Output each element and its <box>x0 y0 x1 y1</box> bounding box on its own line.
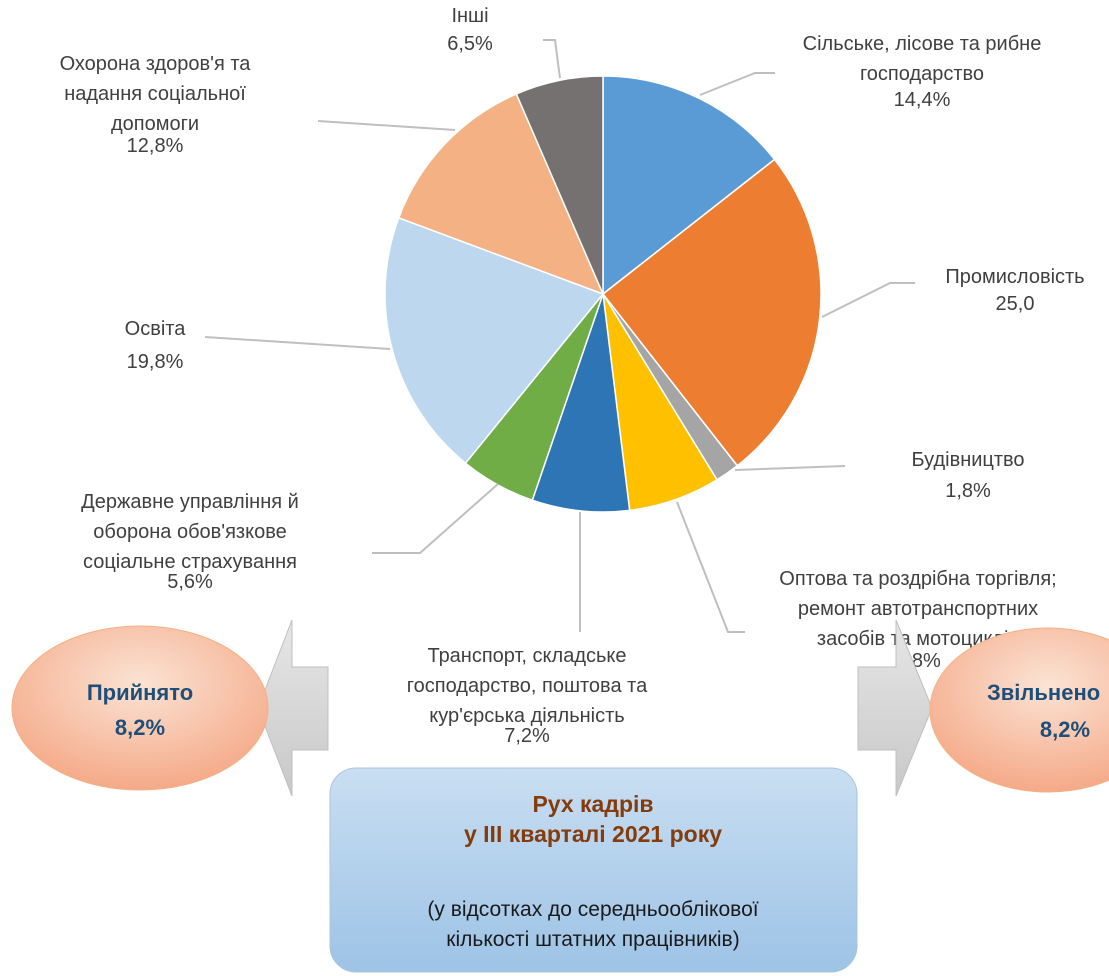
category-label: Оптова та роздрібна торгівля; ремонт авто… <box>779 568 1056 650</box>
text-line: (у відсотках до середньооблікової <box>427 898 758 921</box>
value-label: 1,8% <box>945 480 991 502</box>
text-line: Оптова та роздрібна торгівля; <box>779 568 1056 590</box>
leader-line <box>372 483 499 554</box>
pie-slice <box>384 216 605 465</box>
summary-note: (у відсотках до середньооблікової кількос… <box>427 898 758 951</box>
dismissed-ellipse <box>929 627 1109 793</box>
pie-slice <box>602 75 776 296</box>
value-label: 14,4% <box>894 89 951 111</box>
pie-slice <box>515 75 604 295</box>
text-line: Транспорт, складське <box>427 645 626 667</box>
value-label: 7,2% <box>504 725 550 747</box>
value-label: 19,8% <box>127 351 184 373</box>
text-line: ремонт автотранспортних <box>798 598 1038 620</box>
category-label: Охорона здоров'я та надання соціальної доп… <box>60 53 252 135</box>
category-label: Промисловість <box>945 266 1084 288</box>
leader-line <box>699 72 775 96</box>
pie <box>384 75 822 513</box>
leader-line <box>821 282 915 318</box>
text-line: Охорона здоров'я та <box>60 53 252 75</box>
summary-box <box>329 767 858 973</box>
summary-title: Рух кадрів у III кварталі 2021 року <box>464 791 722 847</box>
category-label: Будівництво <box>911 449 1024 471</box>
text-line: кур'єрська діяльність <box>429 705 624 727</box>
arrow-right <box>857 619 933 797</box>
category-label: Сільське, лісове та рибне господарство <box>803 33 1042 85</box>
text-line: Рух кадрів <box>532 791 653 817</box>
text-line: оборона обов'язкове <box>93 521 286 543</box>
dismissed-value: 8,2% <box>1040 717 1090 742</box>
text-line: надання соціальної <box>64 83 246 105</box>
text-line: засобів та мотоциклів <box>817 628 1019 650</box>
text-line: допомоги <box>111 113 199 135</box>
text-line: у III кварталі 2021 року <box>464 821 722 847</box>
leader-line <box>543 39 561 79</box>
text-line: Сільське, лісове та рибне <box>803 33 1042 55</box>
leader-line <box>676 501 745 633</box>
pie-slice <box>601 158 822 467</box>
category-label: Освіта <box>125 318 187 340</box>
text-line: Державне управління й <box>81 491 299 513</box>
leader-line <box>317 120 456 131</box>
hired-ellipse <box>11 625 269 791</box>
text-line: господарство <box>860 63 984 85</box>
pie-slice <box>397 92 605 296</box>
text-line: кількості штатних працівників) <box>446 928 739 951</box>
arrow-left <box>257 619 329 797</box>
leader-line <box>734 465 846 471</box>
category-label: Інші <box>451 5 488 27</box>
pie-slice <box>531 293 631 513</box>
value-label: 5,6% <box>167 571 213 593</box>
value-label: 6,5% <box>447 33 493 55</box>
category-label: Транспорт, складське господарство, поштов… <box>407 645 648 727</box>
text-line: соціальне страхування <box>83 551 297 573</box>
value-label: 25,0 <box>996 293 1035 315</box>
leader-line <box>204 336 391 350</box>
hired-label: Прийнято <box>87 680 193 705</box>
hired-value: 8,2% <box>115 715 165 740</box>
dismissed-label: Звільнено <box>987 680 1100 705</box>
category-label: Державне управління й оборона обов'язкове… <box>81 491 299 573</box>
text-line: господарство, поштова та <box>407 675 648 697</box>
value-label: 12,8% <box>127 135 184 157</box>
labels: Сільське, лісове та рибне господарство 14,… <box>60 5 1085 747</box>
